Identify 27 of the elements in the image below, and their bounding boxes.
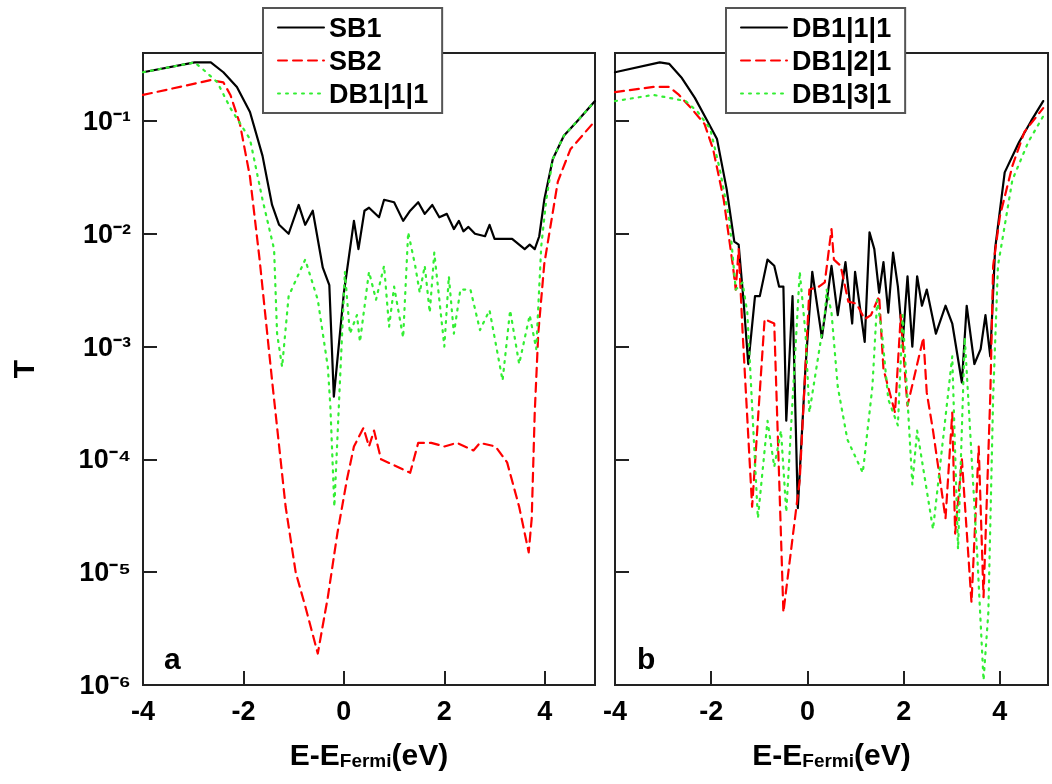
x-tick-label: 2 [896,695,912,726]
legend-label: DB1|3|1 [792,78,892,109]
x-axis-title: E-EFermi(eV) [752,738,911,772]
y-tick-label: 10⁻⁵ [79,557,131,588]
y-axis-title: T [6,359,40,379]
legend-label: DB1|2|1 [792,45,892,76]
y-tick-label: 10⁻⁶ [79,670,131,700]
x-tick-label: 0 [799,695,815,726]
y-tick-label: 10⁻¹ [82,105,131,136]
x-tick-label: 4 [537,695,553,726]
legend-label: DB1|1|1 [329,78,429,109]
y-tick-label: 10⁻⁴ [78,444,131,475]
y-tick-label: 10⁻³ [82,331,131,362]
x-tick-label: -4 [603,695,628,726]
annotation: a [164,641,181,675]
y-tick-label: 10⁻² [82,218,131,249]
x-tick-label: -2 [699,695,724,726]
legend-label: SB2 [329,45,382,76]
x-tick-label: -4 [130,695,156,726]
annotation: b [637,641,656,675]
legend-label: SB1 [329,12,382,43]
x-axis-title: E-EFermi(eV) [289,738,449,772]
legend-label: DB1|1|1 [792,12,892,43]
x-tick-label: 4 [992,695,1008,726]
x-tick-label: -2 [231,695,256,726]
x-tick-label: 0 [336,695,352,726]
x-tick-label: 2 [436,695,452,726]
